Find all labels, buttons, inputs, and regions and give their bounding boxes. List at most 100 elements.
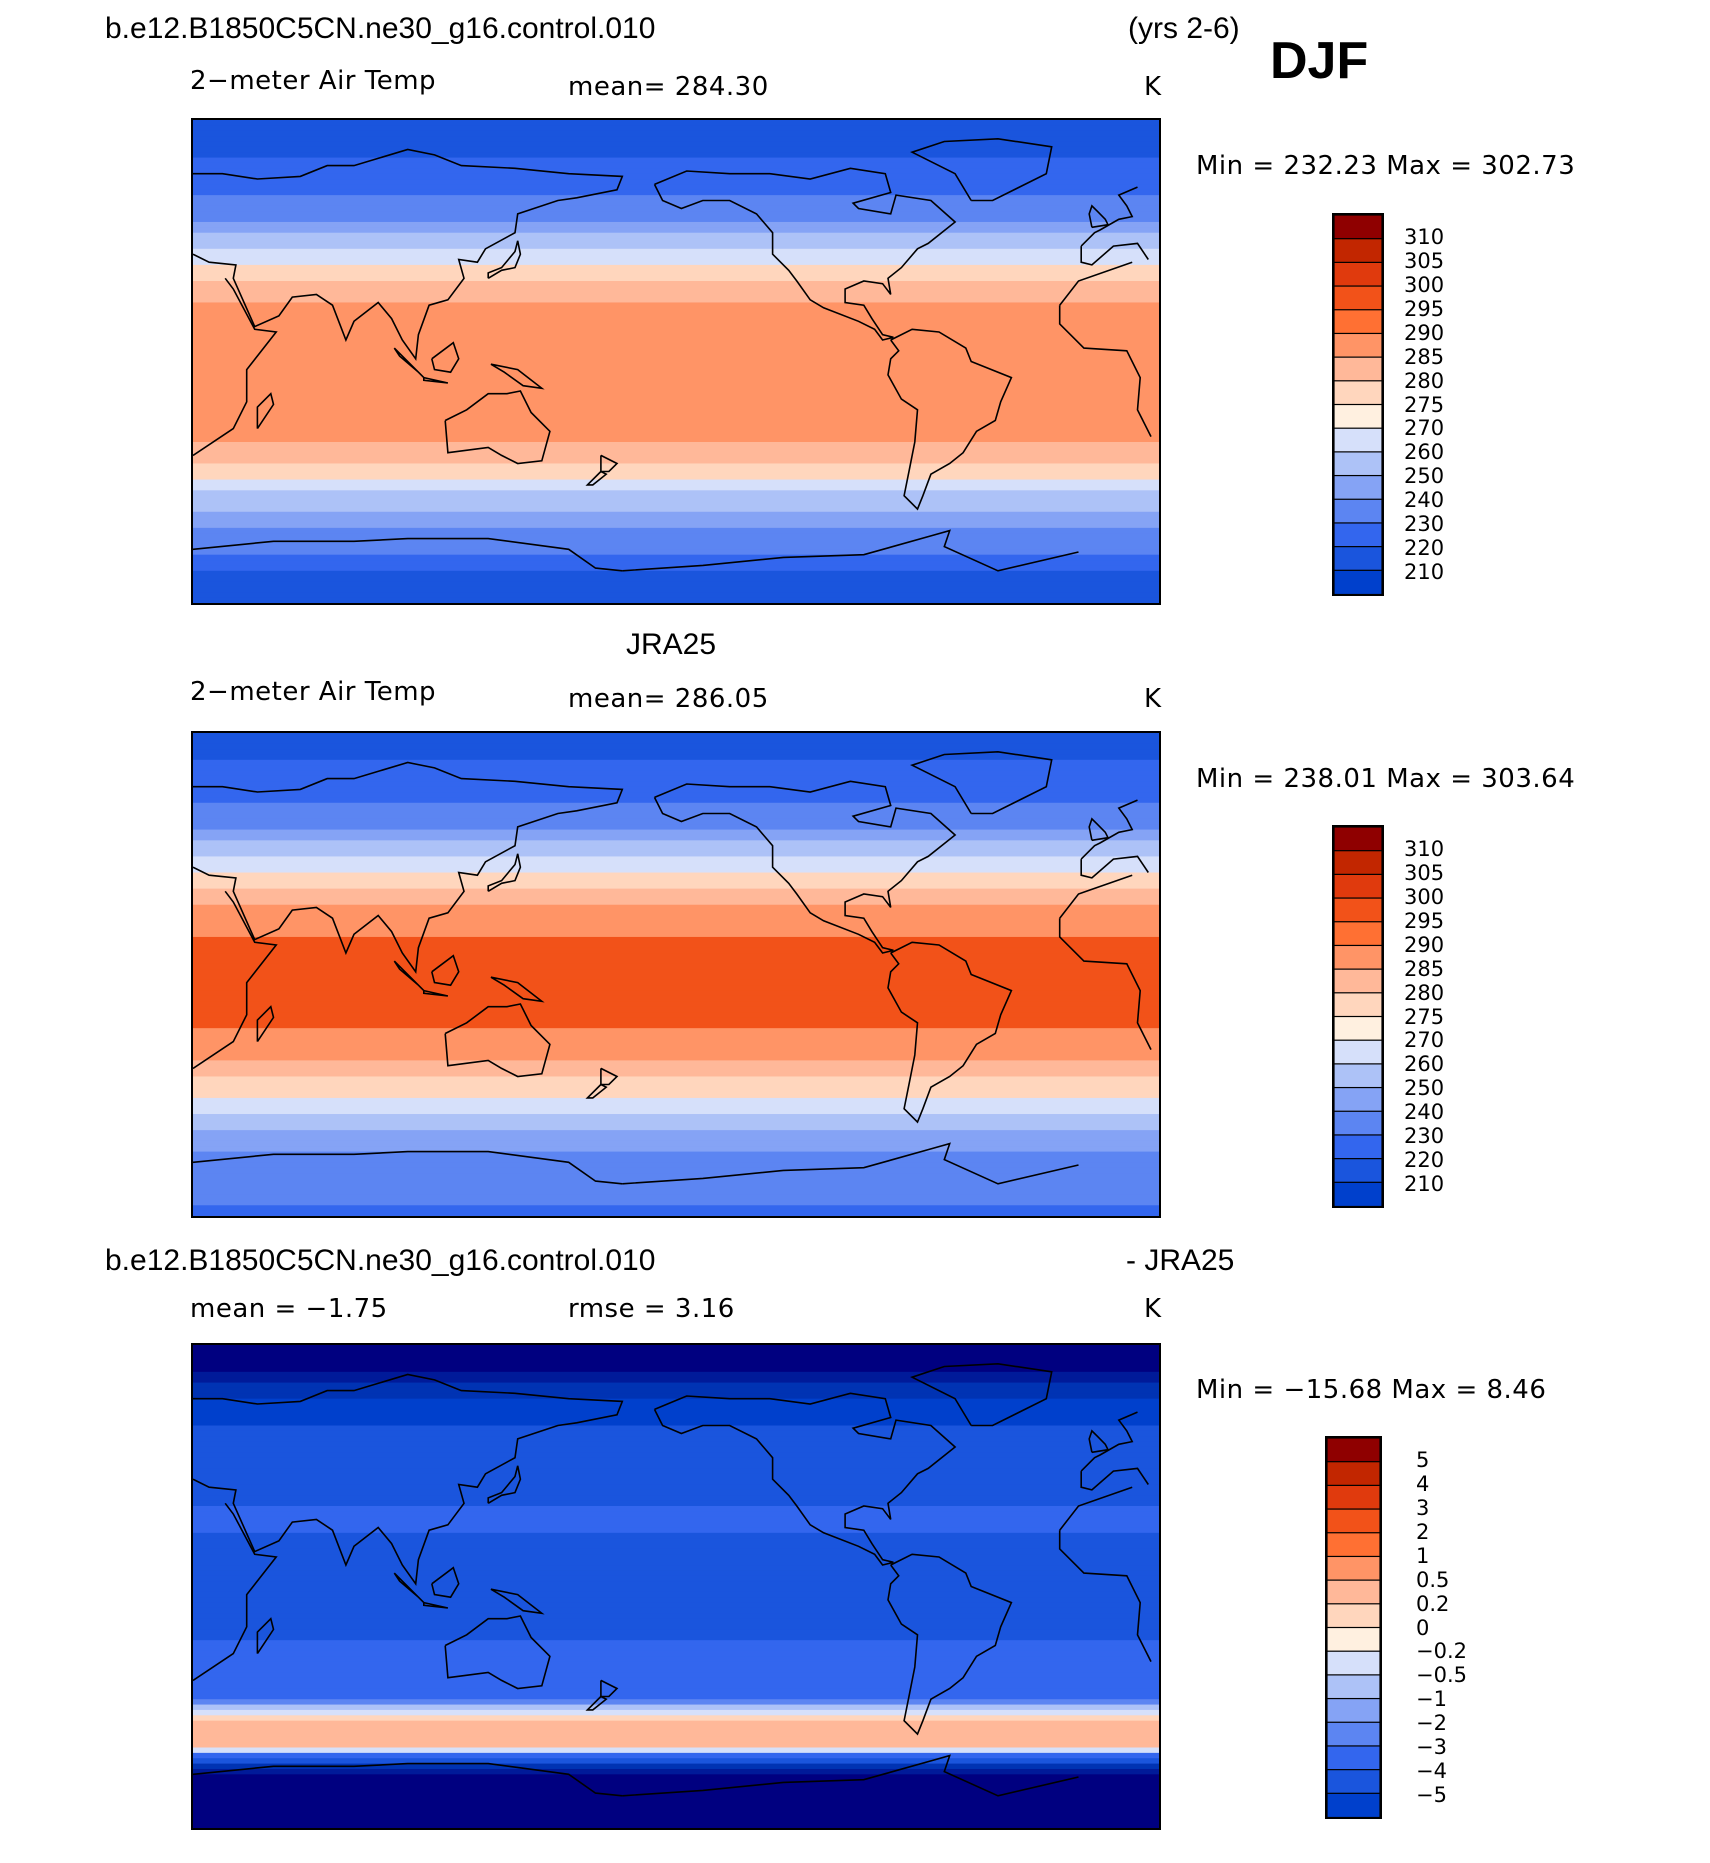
diff-minmax-label: Min = −15.68 Max = 8.46 <box>1196 1375 1547 1405</box>
field-band <box>193 474 1159 481</box>
field-band <box>193 586 1159 593</box>
coastline <box>1059 874 1133 919</box>
field-band <box>193 205 1159 212</box>
field-band <box>193 1361 1159 1368</box>
field-band <box>193 184 1159 191</box>
colorbar-tick-label: 250 <box>1404 464 1445 489</box>
field-band <box>193 818 1159 825</box>
field-band <box>193 1677 1159 1684</box>
coastline <box>1059 261 1133 306</box>
field-band <box>193 334 1159 341</box>
field-band <box>193 931 1159 938</box>
field-band <box>193 307 1159 314</box>
field-band <box>193 1055 1159 1061</box>
colorbar-tick-label: 290 <box>1404 320 1445 345</box>
coastline <box>431 341 460 374</box>
colorbar-box <box>1327 1626 1380 1653</box>
field-band <box>193 415 1159 422</box>
field-band <box>193 1672 1159 1679</box>
field-band <box>193 141 1159 148</box>
coastline <box>193 761 624 974</box>
coastline <box>887 1553 1013 1736</box>
colorbar-box <box>1327 1603 1380 1629</box>
colorbar-tick-label: −0.2 <box>1416 1639 1467 1664</box>
coastline <box>1058 1530 1152 1662</box>
colorbar-box <box>1334 1015 1382 1042</box>
obs-temperature-field <box>193 733 1159 1216</box>
field-band <box>193 452 1159 459</box>
field-band <box>193 146 1159 153</box>
field-band <box>193 883 1159 890</box>
field-band <box>193 1350 1159 1357</box>
coastline <box>444 390 551 465</box>
colorbar-box <box>1334 451 1382 477</box>
field-band <box>193 1640 1159 1647</box>
field-band <box>193 979 1159 986</box>
field-band <box>193 356 1159 363</box>
obs-mean-label: mean= 286.05 <box>568 684 769 714</box>
colorbar-box <box>1334 968 1382 994</box>
field-band <box>193 468 1159 475</box>
field-band <box>193 963 1159 970</box>
field-band <box>193 211 1159 218</box>
colorbar-tick-label: 1 <box>1416 1543 1430 1568</box>
field-band <box>193 1811 1159 1818</box>
colorbar-tick-label: 4 <box>1416 1471 1430 1496</box>
model-map <box>191 118 1161 605</box>
coastline <box>622 529 1079 572</box>
years-label: (yrs 2-6) <box>1128 12 1240 45</box>
field-band <box>193 877 1159 884</box>
field-band <box>193 1387 1159 1394</box>
obs-map-svg <box>193 733 1159 1216</box>
colorbar-tick-label: 270 <box>1404 1028 1445 1053</box>
coastline <box>887 941 1013 1124</box>
field-band <box>193 1382 1159 1389</box>
colorbar-box <box>1334 1039 1382 1065</box>
field-band <box>193 297 1159 304</box>
field-band <box>193 781 1159 788</box>
colorbar-tick-label: 275 <box>1404 1004 1445 1029</box>
field-band <box>193 195 1159 202</box>
colorbar-tick-label: 240 <box>1404 1100 1445 1125</box>
colorbar-box <box>1334 427 1382 453</box>
field-band <box>193 990 1159 997</box>
colorbar-tick-label: −2 <box>1416 1711 1447 1736</box>
colorbar-box <box>1334 992 1382 1018</box>
diff-map <box>191 1343 1161 1830</box>
field-band <box>193 1119 1159 1126</box>
coastline <box>1088 1429 1110 1454</box>
field-band <box>193 243 1159 250</box>
coastline <box>1080 799 1138 860</box>
diff-coastlines <box>193 1362 1152 1797</box>
colorbar-box <box>1334 356 1382 382</box>
field-band <box>193 1543 1159 1550</box>
field-band <box>193 1173 1159 1180</box>
field-band <box>193 888 1159 895</box>
diff-map-svg <box>193 1345 1159 1828</box>
field-band <box>193 254 1159 261</box>
field-band <box>193 1570 1159 1577</box>
field-band <box>193 1135 1159 1142</box>
field-band <box>193 1393 1159 1400</box>
coastline <box>600 454 619 473</box>
colorbar-tick-label: 295 <box>1404 908 1445 933</box>
field-band <box>193 286 1159 293</box>
field-band <box>193 1597 1159 1604</box>
field-band <box>193 136 1159 143</box>
colorbar-box <box>1334 261 1382 288</box>
colorbar-tick-label: 300 <box>1404 884 1445 909</box>
field-band <box>193 388 1159 395</box>
field-band <box>193 431 1159 438</box>
coastline <box>487 853 522 892</box>
diff-colorbar-svg <box>1327 1438 1380 1817</box>
field-band <box>193 1747 1159 1754</box>
field-band <box>193 1548 1159 1555</box>
coastline <box>444 1003 551 1078</box>
field-band <box>193 270 1159 277</box>
colorbar-box <box>1334 921 1382 947</box>
colorbar-tick-label: 300 <box>1404 272 1445 297</box>
field-band <box>193 985 1159 992</box>
field-band <box>193 786 1159 793</box>
field-band <box>193 1377 1159 1384</box>
colorbar-tick-label: 260 <box>1404 1052 1445 1077</box>
